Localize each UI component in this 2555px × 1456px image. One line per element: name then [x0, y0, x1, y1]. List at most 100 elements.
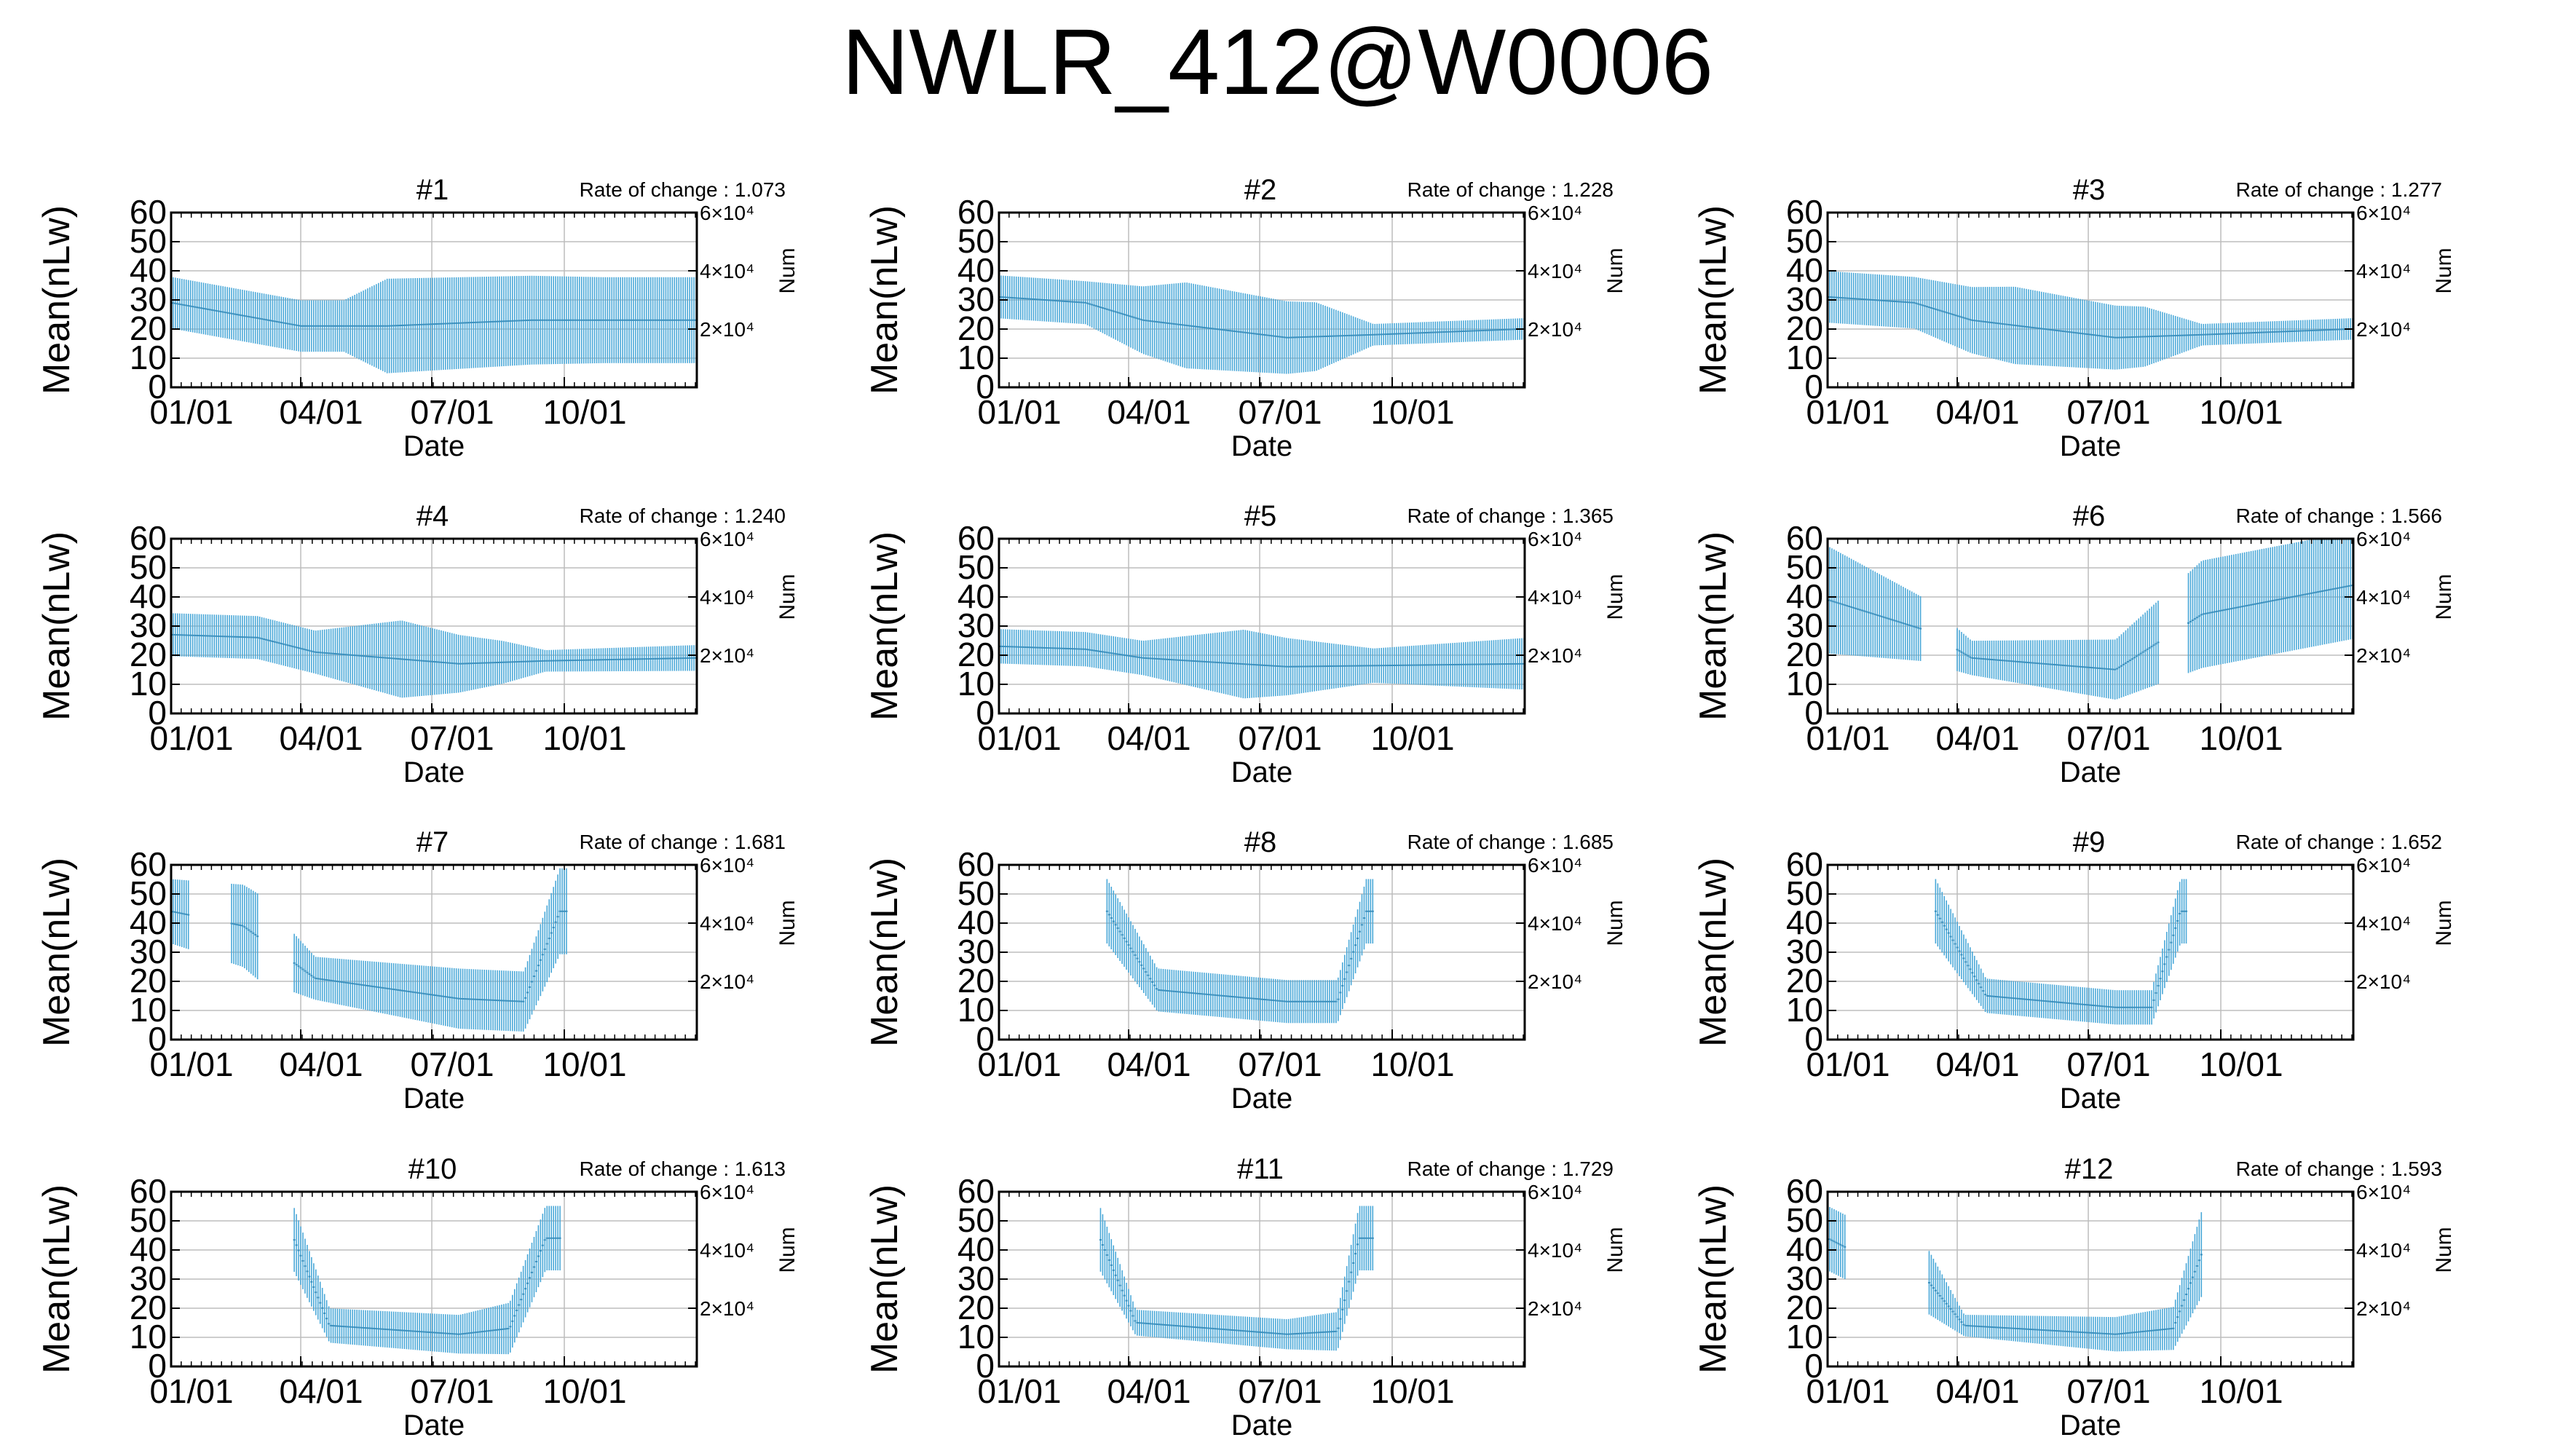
y2-tick-label: 2×10⁴: [1528, 644, 1582, 667]
y-tick-label: 60: [957, 519, 995, 557]
y-tick-label: 20: [1786, 962, 1823, 1000]
y-axis-label: Mean(nLw): [36, 205, 78, 395]
data-series: [170, 613, 698, 698]
x-axis-label: Date: [403, 1083, 465, 1115]
y2-tick-label: 4×10⁴: [2356, 586, 2411, 609]
x-tick-label: 01/01: [1806, 719, 1889, 757]
y-tick-label: 30: [130, 280, 167, 318]
y2-tick-label: 6×10⁴: [700, 528, 754, 550]
subplot-title: #3: [2073, 174, 2106, 206]
x-tick-label: 10/01: [2199, 1045, 2283, 1083]
x-tick-label: 04/01: [1935, 393, 2019, 431]
x-tick-label: 04/01: [279, 1045, 363, 1083]
y-tick-label: 0: [976, 694, 995, 732]
subplot-title: #4: [416, 500, 449, 532]
y2-tick-label: 6×10⁴: [1528, 528, 1582, 550]
rate-of-change: Rate of change : 1.228: [1407, 178, 1614, 201]
y2-tick-label: 4×10⁴: [1528, 912, 1582, 935]
x-tick-label: 01/01: [977, 1045, 1061, 1083]
x-tick-label: 04/01: [279, 719, 363, 757]
x-tick-label: 10/01: [2199, 719, 2283, 757]
x-axis-label: Date: [2060, 1083, 2122, 1115]
x-tick-label: 04/01: [279, 393, 363, 431]
subplot-title: #7: [416, 826, 449, 858]
x-axis-label: Date: [1231, 756, 1293, 788]
x-tick-label: 04/01: [1107, 393, 1190, 431]
x-tick-label: 07/01: [410, 719, 494, 757]
data-series: [1105, 879, 1374, 1024]
y-tick-label: 30: [957, 933, 995, 970]
y-tick-label: 60: [130, 845, 167, 883]
y-axis-label: Mean(nLw): [36, 858, 78, 1047]
x-tick-label: 10/01: [1370, 719, 1454, 757]
x-tick-label: 10/01: [542, 719, 626, 757]
y2-tick-label: 2×10⁴: [2356, 318, 2411, 341]
y-tick-label: 30: [130, 606, 167, 644]
y-tick-label: 20: [130, 309, 167, 347]
y-tick-label: 40: [130, 251, 167, 289]
x-tick-label: 07/01: [410, 393, 494, 431]
y-axis-label: Mean(nLw): [1692, 858, 1734, 1047]
y2-axis-label: Num: [1603, 574, 1627, 620]
x-tick-label: 04/01: [1107, 719, 1190, 757]
y-axis-label: Mean(nLw): [864, 531, 906, 721]
x-tick-label: 07/01: [1238, 393, 1322, 431]
y-tick-label: 0: [148, 368, 167, 405]
y-tick-label: 30: [130, 933, 167, 970]
y-tick-label: 0: [1804, 1020, 1823, 1058]
y2-axis-label: Num: [775, 248, 799, 293]
x-tick-label: 01/01: [149, 1045, 233, 1083]
y-tick-label: 10: [957, 991, 995, 1029]
y-tick-label: 30: [957, 606, 995, 644]
x-tick-label: 10/01: [1370, 393, 1454, 431]
x-axis-label: Date: [2060, 756, 2122, 788]
y-tick-label: 0: [1804, 694, 1823, 732]
x-tick-label: 10/01: [542, 1045, 626, 1083]
data-series: [1826, 271, 2354, 370]
y2-axis-label: Num: [1603, 248, 1627, 293]
y-tick-label: 50: [130, 548, 167, 586]
y-tick-label: 50: [1786, 548, 1823, 586]
y-tick-label: 40: [1786, 903, 1823, 941]
x-tick-label: 07/01: [2066, 393, 2150, 431]
y2-axis-label: Num: [775, 900, 799, 946]
y-tick-label: 20: [957, 962, 995, 1000]
y-tick-label: 50: [957, 548, 995, 586]
y2-axis-label: Num: [2432, 248, 2456, 293]
y-tick-label: 60: [957, 193, 995, 231]
y-tick-label: 0: [148, 694, 167, 732]
y2-tick-label: 4×10⁴: [700, 912, 754, 935]
y-tick-label: 10: [1786, 991, 1823, 1029]
y-tick-label: 40: [130, 577, 167, 615]
y-tick-label: 0: [976, 1020, 995, 1058]
y-axis-label: Mean(nLw): [1692, 531, 1734, 721]
rate-of-change: Rate of change : 1.685: [1407, 831, 1614, 853]
y2-tick-label: 6×10⁴: [2356, 528, 2411, 550]
y-tick-label: 10: [1786, 665, 1823, 703]
y2-tick-label: 4×10⁴: [700, 260, 754, 282]
y2-tick-label: 6×10⁴: [700, 202, 754, 224]
y-tick-label: 40: [957, 251, 995, 289]
y-tick-label: 40: [957, 577, 995, 615]
y-tick-label: 50: [130, 222, 167, 260]
x-axis-label: Date: [2060, 430, 2122, 462]
y2-tick-label: 6×10⁴: [700, 854, 754, 877]
x-axis-label: Date: [1231, 1083, 1293, 1115]
x-tick-label: 10/01: [2199, 393, 2283, 431]
y-tick-label: 10: [1786, 339, 1823, 376]
x-tick-label: 07/01: [410, 1045, 494, 1083]
y2-tick-label: 2×10⁴: [700, 970, 754, 993]
y-tick-label: 50: [957, 874, 995, 912]
y2-axis-label: Num: [1603, 900, 1627, 946]
subplot-title: #1: [416, 174, 449, 206]
y-tick-label: 60: [130, 193, 167, 231]
y2-tick-label: 2×10⁴: [700, 318, 754, 341]
y2-tick-label: 4×10⁴: [2356, 260, 2411, 282]
y-tick-label: 40: [1786, 577, 1823, 615]
y-tick-label: 60: [957, 845, 995, 883]
